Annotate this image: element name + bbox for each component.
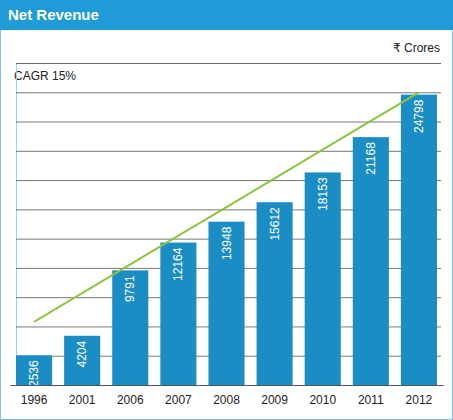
title: Net Revenue	[8, 6, 99, 23]
data-label: 24798	[412, 99, 426, 133]
data-label: 12164	[171, 247, 185, 281]
grid-line	[16, 63, 441, 64]
x-axis: 1996 2001 2006 2007 2008 2009 2010 2011 2012	[11, 385, 444, 407]
bar	[305, 172, 341, 385]
bar	[401, 95, 437, 385]
x-tick: 2011	[358, 385, 384, 407]
data-label: 13948	[220, 226, 234, 260]
x-tick-label: 2012	[406, 393, 433, 407]
y-tick	[16, 63, 441, 64]
x-tick-label: 2008	[213, 393, 240, 407]
y-tick	[16, 92, 441, 93]
marks	[16, 92, 437, 385]
grid-line	[16, 92, 441, 93]
y-tick	[16, 122, 441, 123]
x-tick-label: 2006	[117, 393, 144, 407]
data-label: 9791	[123, 275, 137, 302]
x-tick: 2012	[406, 385, 433, 407]
data-labels: 2536 4204 9791 12164 13948 15612 18153 21168 247…	[27, 99, 426, 387]
x-tick: 2006	[117, 385, 144, 407]
x-tick: 2009	[261, 385, 288, 407]
bar	[208, 222, 244, 385]
x-tick: 2010	[309, 385, 336, 407]
x-tick-label: 2009	[261, 393, 288, 407]
x-tick: 1996	[21, 385, 48, 407]
trend-line	[34, 92, 419, 321]
bar	[353, 137, 389, 385]
x-tick-label: 2007	[165, 393, 192, 407]
x-tick: 2001	[69, 385, 96, 407]
bar	[160, 243, 196, 385]
data-label: 18153	[316, 177, 330, 211]
y-axis	[16, 64, 441, 386]
data-label: 15612	[268, 207, 282, 241]
frame	[1, 1, 453, 420]
data-label: 2536	[27, 360, 41, 387]
x-tick-label: 1996	[21, 393, 48, 407]
x-axis-line	[11, 385, 444, 386]
x-tick: 2008	[213, 385, 240, 407]
data-label: 4204	[75, 340, 89, 367]
grid-line	[16, 122, 441, 123]
x-tick-label: 2011	[358, 393, 384, 407]
header-band	[0, 0, 453, 30]
annotation: CAGR 15%	[14, 69, 76, 83]
x-tick-label: 2010	[309, 393, 336, 407]
y-axis-line	[17, 64, 442, 386]
bar	[64, 336, 100, 385]
bar	[257, 202, 293, 385]
bar	[112, 270, 148, 385]
chart: Net Revenue ₹ Crores CAGR 15% 2536 4204 9791 1…	[0, 0, 453, 420]
y-label: ₹ Crores	[393, 41, 440, 55]
data-label: 21168	[364, 142, 378, 175]
x-tick-label: 2001	[69, 393, 96, 407]
x-tick: 2007	[165, 385, 192, 407]
